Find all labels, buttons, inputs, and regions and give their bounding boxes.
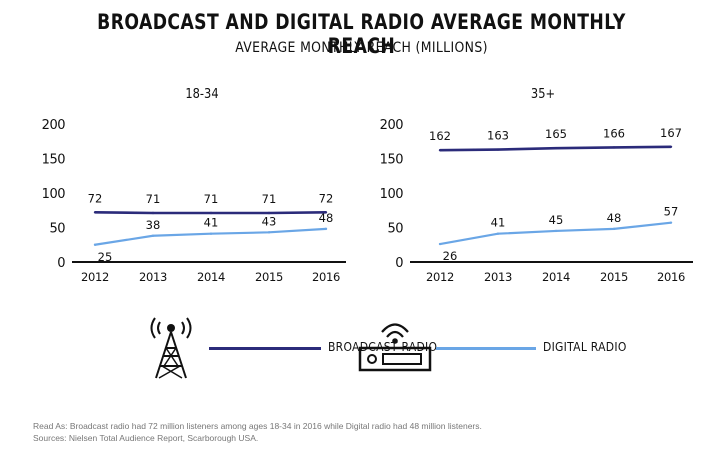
broadcast-data-label: 71 [146, 192, 161, 206]
broadcast-data-label: 166 [603, 126, 625, 140]
digital-data-point [438, 242, 442, 246]
y-tick-label: 150 [380, 153, 404, 168]
y-tick-label: 50 [49, 222, 65, 237]
broadcast-data-point [267, 211, 271, 215]
digital-data-point [669, 221, 673, 224]
x-tick-label: 2012 [81, 270, 109, 284]
digital-series-line [94, 227, 327, 246]
y-tick-label: 50 [387, 222, 403, 237]
legend-broadcast-swatch [209, 347, 321, 350]
legend-digital-swatch [436, 347, 536, 350]
digital-data-point [151, 234, 155, 237]
digital-data-label: 38 [146, 218, 161, 232]
broadcast-data-point [669, 145, 673, 148]
broadcast-data-label: 165 [545, 127, 567, 141]
digital-data-label: 48 [319, 211, 334, 225]
legend-digital-label: DIGITAL RADIO [543, 340, 627, 354]
broadcast-data-label: 162 [429, 129, 451, 143]
y-tick-label: 150 [42, 153, 66, 168]
x-tick-label: 2013 [484, 270, 512, 284]
footnote-read-as: Read As: Broadcast radio had 72 million … [33, 421, 482, 431]
x-tick-label: 2013 [139, 270, 167, 284]
y-tick-label: 200 [42, 118, 66, 133]
digital-data-point [267, 231, 271, 234]
digital-radio-receiver-icon [358, 323, 432, 372]
broadcast-data-label: 163 [487, 129, 509, 143]
broadcast-data-point [438, 149, 442, 152]
digital-data-label: 43 [262, 214, 277, 228]
broadcast-data-label: 72 [319, 191, 334, 205]
digital-data-label: 48 [607, 211, 622, 225]
y-tick-label: 0 [57, 256, 65, 271]
panel-title: 18-34 [185, 86, 218, 101]
y-tick-label: 0 [395, 256, 403, 271]
x-tick-label: 2012 [426, 270, 454, 284]
y-tick-label: 100 [42, 187, 66, 202]
y-tick-label: 100 [380, 187, 404, 202]
x-tick-label: 2015 [600, 270, 628, 284]
broadcast-data-label: 72 [88, 191, 103, 205]
broadcast-data-point [151, 211, 155, 215]
chart-title: BROADCAST AND DIGITAL RADIO AVERAGE MONT… [97, 10, 626, 58]
broadcast-data-label: 71 [262, 192, 277, 206]
broadcast-data-point [93, 211, 97, 214]
broadcast-data-point [496, 148, 500, 151]
radio-tower-icon [150, 317, 192, 379]
footnote-sources: Sources: Nielsen Total Audience Report, … [33, 433, 259, 443]
digital-data-point [496, 232, 500, 235]
x-tick-label: 2016 [657, 270, 685, 284]
digital-data-point [93, 243, 97, 246]
digital-data-point [324, 227, 328, 231]
digital-data-point [554, 229, 558, 233]
broadcast-data-label: 71 [204, 192, 219, 206]
broadcast-data-point [324, 211, 328, 214]
digital-data-label: 41 [491, 216, 506, 230]
panel-title: 35+ [531, 86, 555, 101]
broadcast-data-point [209, 211, 213, 215]
x-tick-label: 2014 [197, 270, 225, 284]
digital-data-label: 57 [664, 205, 679, 219]
digital-data-label: 25 [98, 250, 113, 264]
digital-data-label: 45 [549, 213, 564, 227]
digital-data-label: 26 [443, 249, 458, 263]
broadcast-data-label: 167 [660, 126, 682, 140]
digital-data-point [209, 232, 213, 235]
y-tick-label: 200 [380, 118, 404, 133]
digital-data-point [612, 227, 616, 231]
digital-data-label: 41 [204, 216, 219, 230]
x-tick-label: 2014 [542, 270, 570, 284]
broadcast-data-point [612, 146, 616, 149]
chart-subtitle: AVERAGE MONTHLY REACH (MILLIONS) [235, 40, 488, 56]
x-tick-label: 2015 [255, 270, 283, 284]
x-tick-label: 2016 [312, 270, 340, 284]
broadcast-data-point [554, 146, 558, 150]
